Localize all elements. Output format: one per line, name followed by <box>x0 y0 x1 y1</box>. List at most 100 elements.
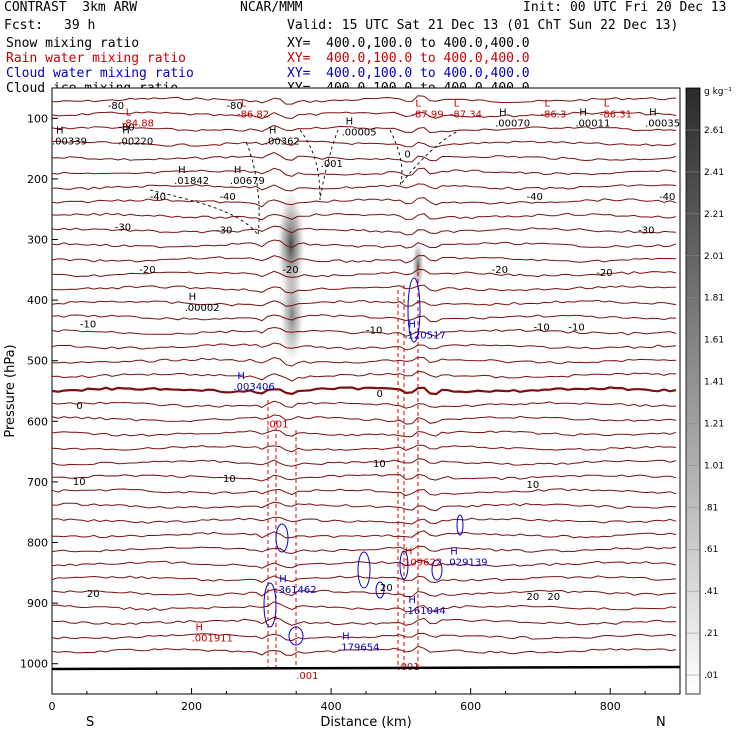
x-axis-title: Distance (km) <box>320 715 411 730</box>
mixing-ratio-contours <box>149 129 464 668</box>
temperature-label: -30 <box>638 225 654 236</box>
isotherm-contour <box>51 575 677 584</box>
high-marker: H <box>649 107 657 118</box>
isotherm-contour <box>51 588 677 597</box>
isotherm-contour <box>51 414 677 425</box>
plot-frame <box>51 87 681 695</box>
isotherm-contour <box>51 400 677 409</box>
y-axis: 100 200 300 400 500 600 700 800 900 1000 <box>20 112 58 671</box>
north-label: N <box>656 715 666 730</box>
high-marker: H <box>122 126 130 137</box>
model-title: CONTRAST 3km ARW <box>4 0 138 15</box>
cloud-water-contour <box>407 277 421 343</box>
isotherm-contour <box>51 254 677 264</box>
high-marker: H <box>499 107 507 118</box>
high-marker: H <box>279 574 287 585</box>
colorbar-label: 1.01 <box>704 461 724 471</box>
y-tick-label: 900 <box>27 597 48 610</box>
isotherm-contour <box>51 516 677 525</box>
ice-contour <box>299 129 339 201</box>
low-marker: L <box>604 98 610 109</box>
x-tick-label: 600 <box>460 700 481 713</box>
y-tick-label: 100 <box>27 112 48 125</box>
temperature-label: 20 <box>380 583 393 594</box>
colorbar-label: 2.41 <box>704 168 724 178</box>
high-marker: H <box>408 319 416 330</box>
colorbar-label: .81 <box>704 503 718 513</box>
isotherm-contour <box>51 632 677 642</box>
contour-value-label: .001 <box>296 671 318 682</box>
high-marker: H <box>178 165 186 176</box>
extrema-value: -87.99 <box>411 109 443 120</box>
colorbar-labels: 2.61 2.41 2.21 2.01 1.81 1.61 1.41 1.21 1.01 .81.… <box>686 126 724 681</box>
cloud-water-contour <box>263 582 277 628</box>
temperature-label: -40 <box>659 192 675 203</box>
snow-plume-lower <box>280 265 304 365</box>
temperature-labels: -80 -80 -80 -40 -40 -40 -40 -30 -30 -30 -20 -20 -20 -… <box>73 101 675 603</box>
isotherm-contour <box>51 138 677 148</box>
colorbar-label: 2.21 <box>704 210 724 220</box>
y-tick-label: 400 <box>27 294 48 307</box>
contour-value-label: .001 <box>321 159 343 170</box>
cloud-water-contour <box>456 514 464 536</box>
colorbar-label: .41 <box>704 587 718 597</box>
extrema-value: -86.3 <box>540 109 566 120</box>
extrema-value: .179654 <box>338 643 379 654</box>
extrema-value: .00011 <box>575 118 610 129</box>
y-tick-label: 500 <box>27 355 48 368</box>
extrema-value: .00005 <box>342 127 377 138</box>
field-xy-cloud-water: XY= 400.0,100.0 to 400.0,400.0 <box>287 66 530 81</box>
temperature-label: -30 <box>115 222 131 233</box>
high-marker: H <box>579 107 587 118</box>
contour-value-label: .001 <box>266 419 288 430</box>
temperature-label: -20 <box>139 265 155 276</box>
extrema-value: -87.34 <box>450 109 482 120</box>
extrema-value: .109622 <box>401 558 442 569</box>
colorbar-label: 2.61 <box>704 126 724 136</box>
cloud-water-contour <box>275 523 289 553</box>
colorbar: g kg⁻¹ 2.61 2.41 2.21 2.01 1.81 1.61 1.41 1.21 1… <box>685 87 732 695</box>
isotherm-contour <box>51 356 677 367</box>
isotherm-contour <box>51 151 677 163</box>
isotherm-contour <box>51 370 677 382</box>
extrema-value: -84.88 <box>122 118 154 129</box>
x-tick-label: 0 <box>49 700 56 713</box>
field-name-rain: Rain water mixing ratio <box>6 51 187 66</box>
isotherm-contour <box>51 167 677 177</box>
extrema-value: .361462 <box>275 585 316 596</box>
isotherm-contour <box>51 545 677 555</box>
isotherm-contour <box>51 458 677 467</box>
extrema-labels: L-84.88L-86.82L-87.99L-87.34L-86.3L-86.3… <box>52 98 680 653</box>
high-marker: H <box>196 622 204 633</box>
isotherm-contour <box>51 299 677 307</box>
extrema-value: .00002 <box>185 303 220 314</box>
temperature-label: 20 <box>547 592 560 603</box>
x-tick-label: 800 <box>600 700 621 713</box>
colorbar-label: 1.41 <box>704 378 724 388</box>
y-tick-label: 300 <box>27 234 48 247</box>
high-marker: H <box>408 595 416 606</box>
low-marker: L <box>454 98 460 109</box>
extrema-value: .00339 <box>52 137 87 148</box>
x-axis: 0 200 400 600 800 <box>49 688 646 713</box>
low-marker: L <box>415 98 421 109</box>
isotherm-contour <box>51 444 677 453</box>
high-marker: H <box>450 547 458 558</box>
temperature-label: -20 <box>282 265 298 276</box>
temperature-label: -10 <box>366 325 382 336</box>
y-axis-title: Pressure (hPa) <box>3 344 18 437</box>
freezing-level-contour <box>51 386 677 396</box>
ice-contour <box>389 129 461 186</box>
isotherm-contour <box>51 111 677 120</box>
temperature-label: -10 <box>568 322 584 333</box>
surface-line <box>51 665 681 671</box>
high-marker: H <box>342 632 350 643</box>
isotherm-contour <box>51 314 677 323</box>
isotherm-contour <box>51 95 677 105</box>
isotherm-contour <box>51 601 677 613</box>
field-name-snow: Snow mixing ratio <box>6 36 140 51</box>
low-marker: L <box>241 98 247 109</box>
high-marker: H <box>346 116 354 127</box>
cloud-water-contour <box>431 559 443 581</box>
temperature-label: -20 <box>492 265 508 276</box>
